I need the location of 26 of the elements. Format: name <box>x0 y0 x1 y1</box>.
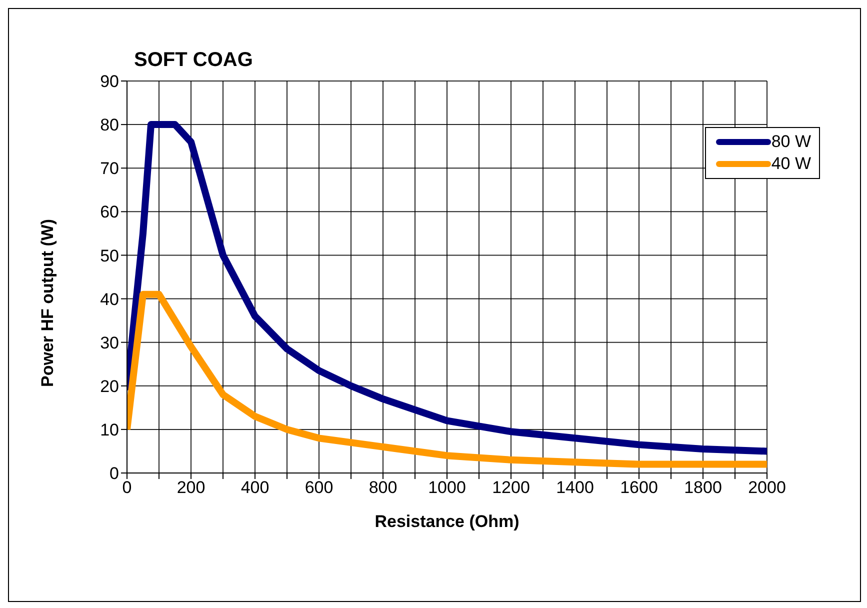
y-tick-label: 10 <box>100 420 119 440</box>
legend-label: 80 W <box>771 132 811 152</box>
x-tick-label: 0 <box>122 478 132 498</box>
y-tick-label: 50 <box>100 246 119 266</box>
x-tick-label: 1800 <box>684 478 722 498</box>
x-tick-label: 600 <box>304 478 334 498</box>
x-tick-label: 1200 <box>492 478 530 498</box>
x-tick-label: 800 <box>368 478 398 498</box>
chart-title: SOFT COAG <box>134 49 253 72</box>
x-tick-label: 1000 <box>428 478 466 498</box>
y-tick-label: 0 <box>110 464 119 484</box>
y-tick-label: 30 <box>100 333 119 352</box>
y-tick-label: 70 <box>100 159 119 178</box>
legend-label: 40 W <box>771 154 811 174</box>
y-tick-label: 90 <box>100 72 119 92</box>
y-axis-title: Power HF output (W) <box>38 218 58 387</box>
x-tick-label: 200 <box>176 478 206 498</box>
x-tick-label: 1400 <box>556 478 594 498</box>
y-tick-label: 60 <box>100 202 119 222</box>
y-tick-label: 80 <box>100 116 119 135</box>
y-tick-label: 20 <box>100 376 119 396</box>
x-axis-title: Resistance (Ohm) <box>374 512 520 531</box>
x-tick-label: 1600 <box>620 478 658 498</box>
x-tick-label: 400 <box>240 478 270 498</box>
y-tick-label: 40 <box>100 290 119 309</box>
x-tick-label: 2000 <box>748 478 786 498</box>
